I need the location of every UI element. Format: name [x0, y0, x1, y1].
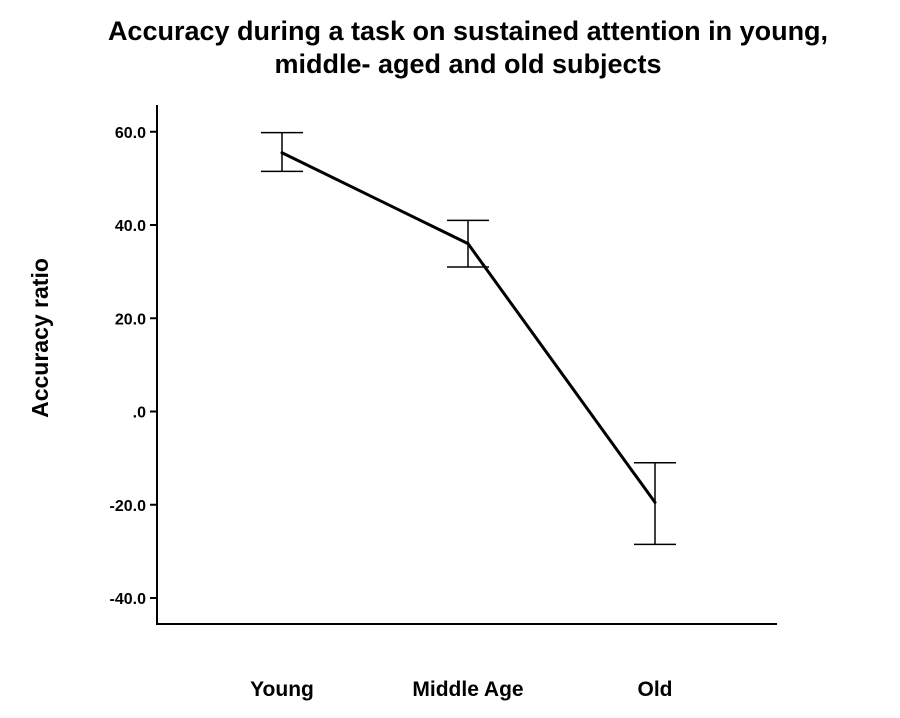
series-line: [281, 151, 657, 504]
y-tick-label: 60.0: [115, 125, 146, 142]
x-axis-categories: Young Middle Age Old: [250, 678, 672, 701]
x-category-label: Old: [638, 678, 673, 701]
data-point: [280, 151, 284, 155]
data-point: [653, 500, 657, 504]
chart-title-line-1: Accuracy during a task on sustained atte…: [108, 16, 828, 46]
y-tick-label: 40.0: [115, 218, 146, 235]
y-tick-label: -20.0: [110, 498, 147, 515]
x-category-label: Young: [250, 678, 314, 701]
chart-title-line-2: middle- aged and old subjects: [274, 49, 661, 79]
data-point: [466, 242, 470, 246]
error-bars: [261, 131, 676, 546]
y-axis-ticks: 60.0 40.0 20.0 .0 -20.0 -40.0: [110, 125, 157, 608]
series-group: [280, 151, 657, 504]
y-tick-label: 20.0: [115, 311, 146, 328]
y-tick-label: .0: [133, 405, 146, 422]
x-category-label: Middle Age: [412, 678, 523, 701]
y-axis-label: Accuracy ratio: [27, 258, 53, 418]
y-tick-label: -40.0: [110, 591, 147, 608]
